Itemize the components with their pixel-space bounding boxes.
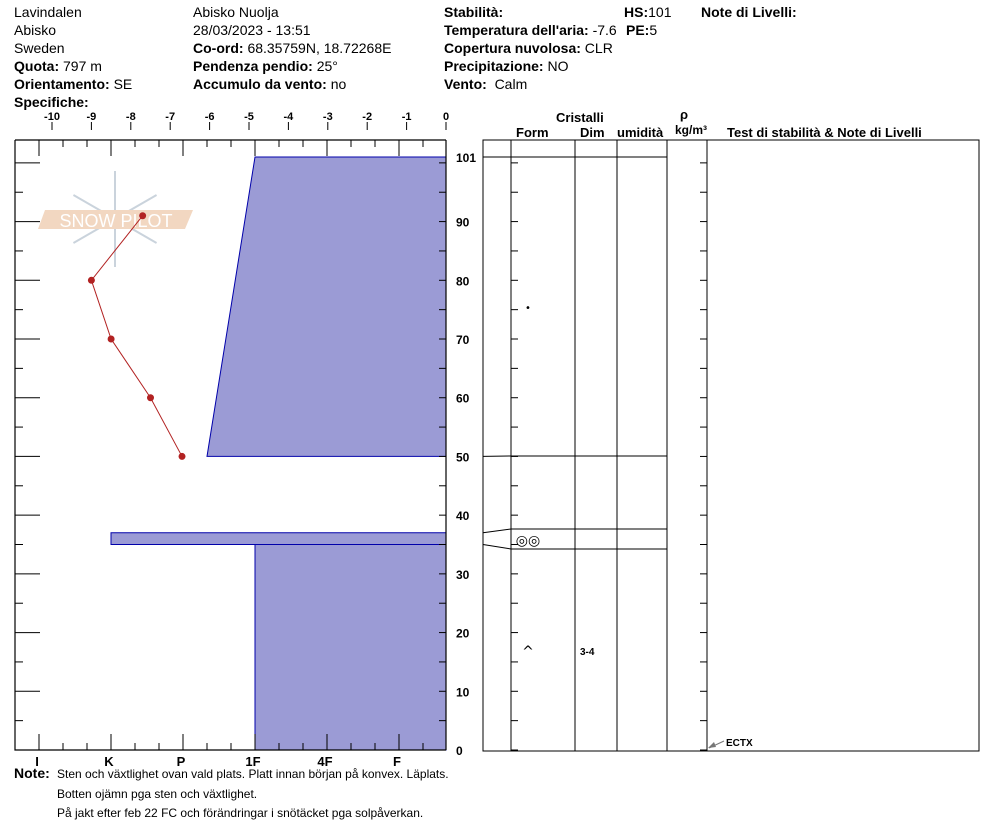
temp-tick-label: -7 — [165, 111, 175, 123]
note-line: Sten och växtlighet ovan vald plats. Pla… — [57, 767, 449, 781]
temp-tick-label: -3 — [323, 111, 333, 123]
height-tick-label: 40 — [456, 509, 470, 523]
air-temperature: Temperatura dell'aria: -7.6 — [444, 22, 617, 38]
grain-form-symbol: • — [525, 303, 531, 314]
height-tick-label: 20 — [456, 627, 470, 641]
svg-text:SNOW PILOT: SNOW PILOT — [59, 211, 172, 231]
temp-tick-label: -6 — [205, 111, 215, 123]
hardness-tick-label: 4F — [317, 754, 332, 769]
density-header: kg/m³ — [675, 123, 708, 137]
height-tick-label: 70 — [456, 333, 470, 347]
stability: Stabilità: — [444, 4, 504, 20]
temp-tick-label: 0 — [443, 111, 449, 123]
test-arrow-head — [708, 742, 716, 748]
layer-notes-label: Note di Livelli: — [701, 4, 797, 20]
hardness-tick-label: 1F — [245, 754, 260, 769]
form-header: Form — [516, 125, 549, 140]
elevation: Quota: 797 m — [14, 58, 102, 74]
temp-tick-label: -4 — [284, 111, 295, 123]
wind: Vento: Calm — [444, 76, 528, 92]
temperature-point — [147, 394, 154, 402]
precipitation: Precipitazione: NO — [444, 58, 569, 74]
temperature-point — [87, 276, 95, 284]
dim-header: Dim — [580, 125, 605, 140]
temp-tick-label: -2 — [362, 111, 372, 123]
sky-cover: Copertura nuvolosa: CLR — [444, 40, 613, 56]
aspect: Orientamento: SE — [14, 76, 133, 92]
height-tick-label: 10 — [456, 685, 470, 699]
height-tick-label: 90 — [456, 216, 470, 230]
hardness-layer — [254, 544, 447, 751]
coordinates: Co-ord: 68.35759N, 18.72268E — [193, 40, 392, 56]
notes-label: Note: — [14, 765, 50, 781]
temp-tick-label: -9 — [87, 111, 97, 123]
datetime: 28/03/2023 - 13:51 — [193, 22, 311, 38]
height-tick-label: 0 — [456, 744, 463, 758]
layer-connector — [482, 544, 512, 550]
hardness-tick-label: I — [35, 754, 39, 769]
temperature-line — [90, 215, 183, 457]
temp-tick-label: -5 — [244, 111, 254, 123]
temp-tick-label: -10 — [44, 111, 60, 123]
site: Abisko Nuolja — [193, 4, 279, 20]
note-line: Botten ojämn pga sten och växtlighet. — [57, 787, 258, 801]
snow-height: HS:101 — [624, 4, 672, 20]
height-tick-label: 50 — [456, 450, 470, 464]
wind-loading: Accumulo da vento: no — [193, 76, 347, 92]
snowpilot-logo: SNOW PILOT — [38, 171, 193, 267]
temp-tick-label: -8 — [126, 111, 136, 123]
note-line: På jakt efter feb 22 FC och förändringar… — [57, 806, 424, 820]
hardness-layer — [206, 156, 447, 457]
hardness-tick-label: K — [104, 754, 114, 769]
penetration: PE:5 — [626, 22, 658, 38]
grain-form-symbol: ^ — [522, 644, 534, 660]
grain-size: 3-4 — [580, 647, 595, 658]
hardness-layer — [110, 532, 447, 546]
grain-form-symbol: ◎◎ — [516, 533, 540, 549]
layer-table-frame — [482, 139, 980, 752]
height-tick-label: 30 — [456, 568, 470, 582]
temperature-point — [107, 335, 115, 343]
location: Lavindalen — [14, 4, 82, 20]
moisture-header: umidità — [617, 125, 664, 140]
temp-tick-label: -1 — [402, 111, 412, 123]
crystals-header: Cristalli — [556, 110, 604, 125]
tests-header: Test di stabilità & Note di Livelli — [727, 125, 922, 140]
specifics: Specifiche: — [14, 94, 89, 110]
stability-test-label: ECTX — [726, 738, 753, 749]
layer-connector — [482, 528, 512, 534]
country: Sweden — [14, 40, 65, 56]
rho-header: ρ — [680, 107, 689, 122]
height-tick-label: 60 — [456, 392, 470, 406]
height-tick-label: 80 — [456, 274, 470, 288]
area: Abisko — [14, 22, 57, 38]
temperature-point — [178, 452, 186, 460]
hardness-tick-label: P — [177, 754, 186, 769]
slope: Pendenza pendio: 25° — [193, 58, 338, 74]
height-tick-label: 101 — [456, 151, 476, 165]
hardness-tick-label: F — [393, 754, 401, 769]
temperature-point — [139, 212, 147, 220]
